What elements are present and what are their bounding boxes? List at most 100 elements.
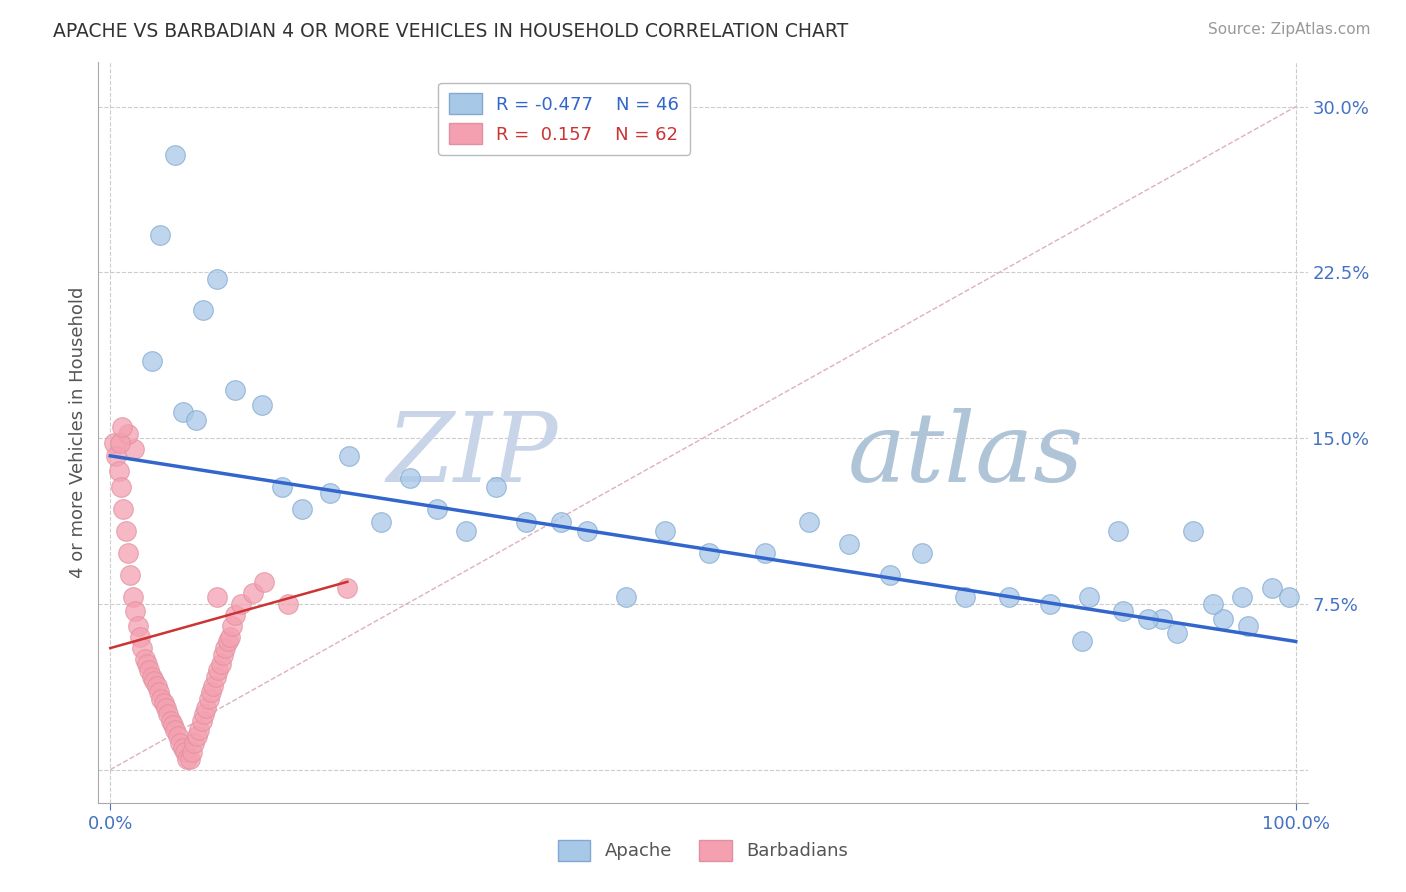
Point <box>1202 597 1225 611</box>
Point <box>229 597 252 611</box>
Point <box>120 568 142 582</box>
Point <box>911 546 934 560</box>
Point <box>1166 625 1188 640</box>
Point <box>134 652 156 666</box>
Point <box>110 480 132 494</box>
Point <box>117 546 139 560</box>
Point <box>953 591 976 605</box>
Point <box>221 619 243 633</box>
Y-axis label: 4 or more Vehicles in Household: 4 or more Vehicles in Household <box>69 287 87 578</box>
Point <box>166 730 188 744</box>
Point <box>209 657 232 671</box>
Point <box>879 568 901 582</box>
Point <box>224 383 246 397</box>
Point <box>174 745 197 759</box>
Point <box>1261 582 1284 596</box>
Point <box>200 685 222 699</box>
Text: atlas: atlas <box>848 408 1084 502</box>
Point <box>112 501 135 516</box>
Point <box>1232 591 1254 605</box>
Point <box>149 227 172 242</box>
Point <box>172 404 194 418</box>
Point <box>212 648 235 662</box>
Point <box>131 641 153 656</box>
Point <box>159 714 181 728</box>
Point <box>195 700 218 714</box>
Point <box>155 700 177 714</box>
Point <box>121 591 143 605</box>
Point <box>143 674 166 689</box>
Point <box>193 707 215 722</box>
Point <box>138 663 160 677</box>
Point <box>165 723 187 737</box>
Text: Source: ZipAtlas.com: Source: ZipAtlas.com <box>1208 22 1371 37</box>
Point <box>1136 612 1159 626</box>
Point <box>141 670 163 684</box>
Point <box>107 464 129 478</box>
Point <box>122 442 145 457</box>
Point <box>176 751 198 765</box>
Point <box>181 745 204 759</box>
Point <box>103 435 125 450</box>
Point <box>454 524 477 538</box>
Point <box>291 501 314 516</box>
Point <box>614 591 637 605</box>
Point <box>150 692 173 706</box>
Point <box>217 634 239 648</box>
Point <box>205 591 228 605</box>
Point <box>697 546 720 560</box>
Point <box>1237 619 1260 633</box>
Point <box>197 692 219 706</box>
Point <box>214 641 236 656</box>
Point <box>141 353 163 368</box>
Point <box>318 486 340 500</box>
Point <box>754 546 776 560</box>
Point <box>186 730 208 744</box>
Point <box>1107 524 1129 538</box>
Point <box>162 718 184 732</box>
Point <box>654 524 676 538</box>
Point <box>219 630 242 644</box>
Point <box>124 603 146 617</box>
Point <box>250 398 273 412</box>
Point <box>207 663 229 677</box>
Point <box>426 501 449 516</box>
Text: ZIP: ZIP <box>387 408 558 502</box>
Point <box>271 480 294 494</box>
Point <box>336 582 359 596</box>
Point <box>337 449 360 463</box>
Point <box>157 707 180 722</box>
Point <box>179 751 201 765</box>
Point <box>224 607 246 622</box>
Point <box>111 420 134 434</box>
Point <box>117 426 139 441</box>
Point <box>370 515 392 529</box>
Point <box>253 574 276 589</box>
Point <box>998 591 1021 605</box>
Point <box>108 435 131 450</box>
Point <box>242 586 264 600</box>
Point <box>1181 524 1204 538</box>
Point <box>202 679 225 693</box>
Point <box>105 449 128 463</box>
Point <box>152 697 174 711</box>
Point <box>188 723 211 737</box>
Point <box>190 714 212 728</box>
Point <box>838 537 860 551</box>
Point <box>550 515 572 529</box>
Point <box>1150 612 1173 626</box>
Point <box>205 272 228 286</box>
Point <box>204 670 226 684</box>
Point <box>191 302 214 317</box>
Point <box>127 619 149 633</box>
Legend: Apache, Barbadians: Apache, Barbadians <box>551 832 855 868</box>
Text: APACHE VS BARBADIAN 4 OR MORE VEHICLES IN HOUSEHOLD CORRELATION CHART: APACHE VS BARBADIAN 4 OR MORE VEHICLES I… <box>53 22 849 41</box>
Point <box>184 413 207 427</box>
Point <box>797 515 820 529</box>
Point <box>1212 612 1234 626</box>
Point <box>1278 591 1301 605</box>
Point <box>1078 591 1101 605</box>
Point <box>515 515 537 529</box>
Point <box>484 480 506 494</box>
Point <box>136 657 159 671</box>
